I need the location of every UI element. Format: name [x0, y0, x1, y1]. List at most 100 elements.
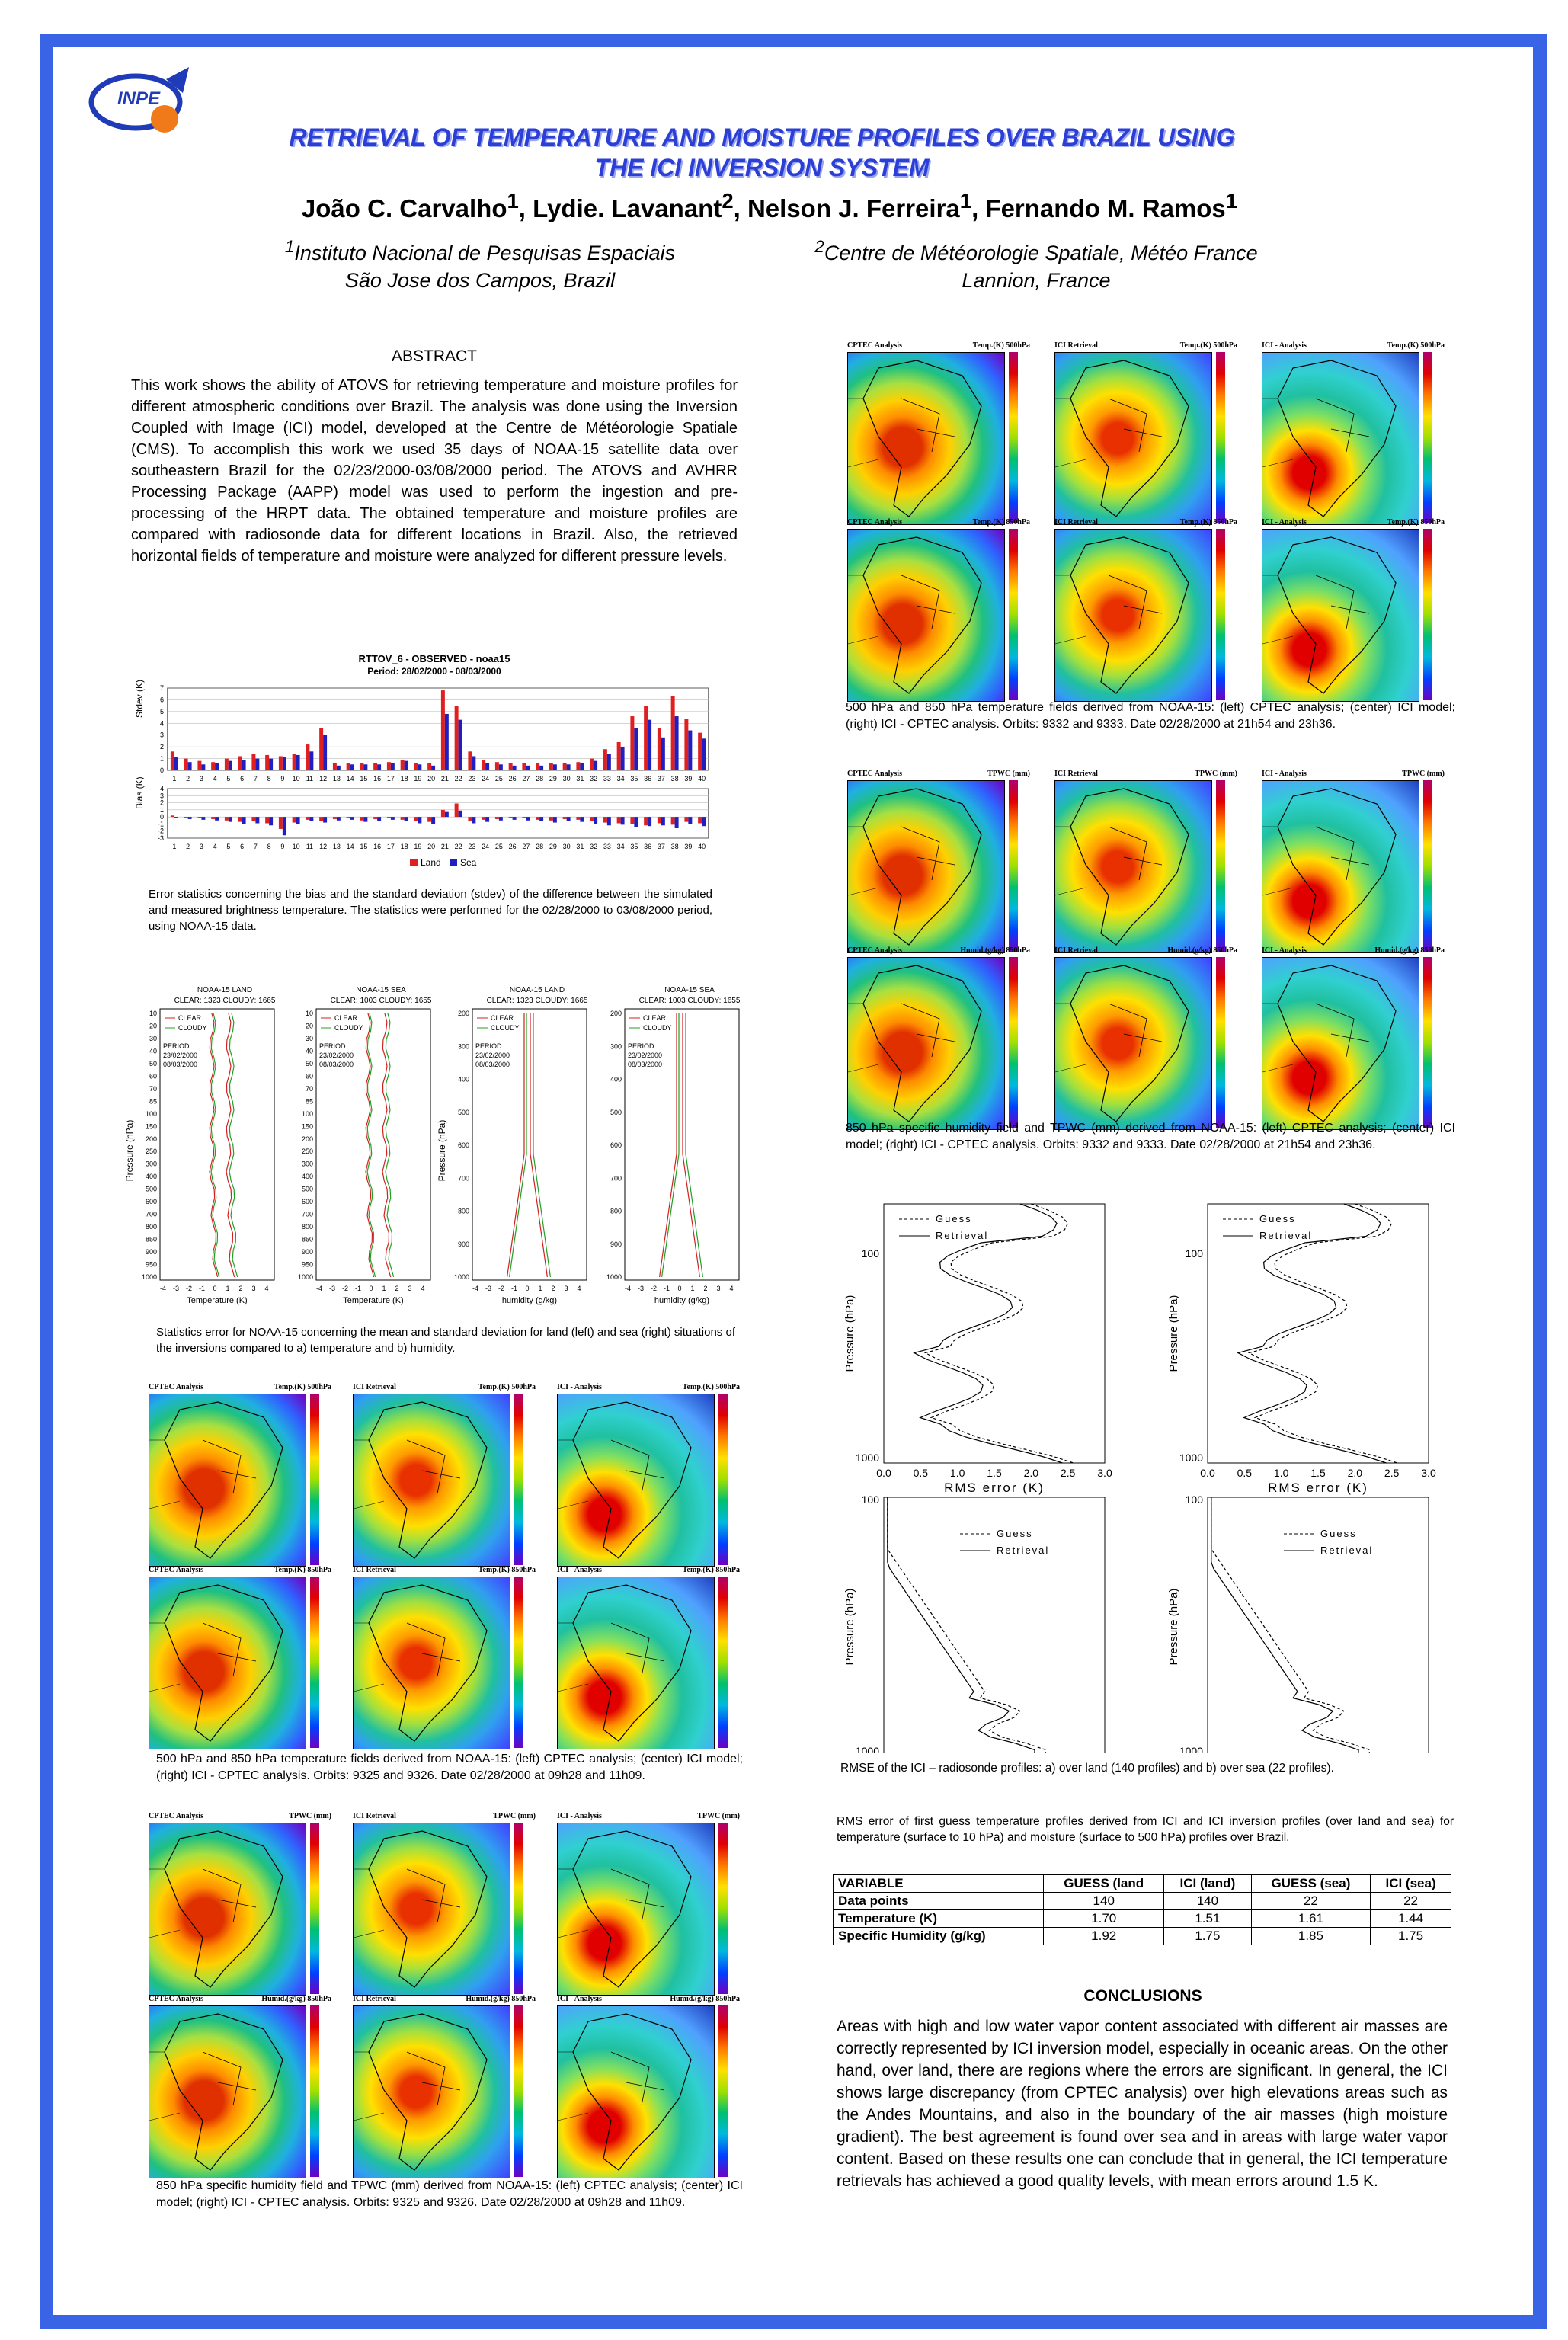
ytick-label: 3: [160, 731, 164, 739]
maps-right-hum-caption: 850 hPa specific humidity field and TPWC…: [846, 1122, 1455, 1151]
bar-land: [170, 751, 174, 770]
results-table: VARIABLE GUESS (land ICI (land) GUESS (sea)…: [832, 1874, 1451, 1945]
ytick-label: 300: [610, 1042, 622, 1050]
profile-xlabel: Temperature (K): [187, 1296, 247, 1305]
map-image: [1262, 529, 1419, 702]
bar-sea: [444, 811, 449, 818]
bar-land: [657, 817, 661, 824]
ytick-label: 50: [306, 1060, 313, 1068]
bar-sea: [296, 817, 300, 824]
map-4: CPTEC Analysis Temp.(K) 850hPa: [847, 518, 1030, 702]
bar-land: [670, 817, 675, 825]
period-label: 08/03/2000: [319, 1061, 354, 1068]
map-5: ICI Retrieval Temp.(K) 850hPa: [1054, 518, 1237, 702]
profile-curve: [210, 1013, 220, 1278]
ytick-label: 600: [302, 1198, 313, 1205]
ytick-label: 400: [458, 1076, 469, 1084]
bar-land: [576, 762, 581, 770]
map-title: ICI Retrieval Temp.(K) 850hPa: [1054, 518, 1237, 527]
map-title-source: ICI Retrieval: [353, 1383, 396, 1391]
bar-land: [508, 763, 513, 770]
ytick-label: 900: [302, 1248, 313, 1256]
bar-land: [265, 754, 270, 770]
xtick-label: 7: [254, 843, 258, 850]
xtick-label: 2.0: [1024, 1467, 1039, 1479]
map-3: ICI - Analysis Temp.(K) 500hPa: [557, 1383, 740, 1567]
profile-curve: [682, 1013, 700, 1278]
rmse-frame: [1207, 1497, 1429, 1757]
bar-land: [482, 760, 486, 770]
map-colorbar: [718, 1577, 728, 1748]
bar-sea: [336, 817, 341, 821]
map-image: [557, 1577, 715, 1749]
ytick-label: 500: [458, 1109, 469, 1116]
bar-land: [603, 749, 607, 770]
profile-curve: [229, 1013, 238, 1278]
table-cell: 1.44: [1370, 1909, 1451, 1928]
ytick-label: 150: [146, 1122, 157, 1130]
maps-left-temp: CPTEC Analysis Temp.(K) 500hPa ICI Retriev…: [149, 1383, 743, 1749]
xtick-label: 35: [630, 775, 638, 783]
xtick-label: 5: [226, 843, 230, 850]
map-title-field: Humid.(g/kg) 850hPa: [261, 1995, 331, 2003]
ytick-label: 300: [458, 1042, 469, 1050]
ytick-label: 0: [160, 813, 164, 821]
map-title-field: Humid.(g/kg) 850hPa: [466, 1995, 536, 2003]
xtick-label: -4: [625, 1285, 631, 1292]
bar-sea: [552, 764, 557, 770]
bar-sea: [634, 817, 638, 827]
bar-sea: [552, 817, 557, 823]
xtick-label: 34: [617, 775, 625, 783]
map-title-field: TPWC (mm): [987, 770, 1030, 778]
xtick-label: 20: [427, 843, 435, 850]
bar-sea: [418, 817, 422, 824]
ytick-label: 1000: [1179, 1745, 1203, 1753]
map-title-source: ICI - Analysis: [557, 1383, 602, 1391]
period-label: 23/02/2000: [163, 1052, 197, 1059]
profile-curve: [507, 1013, 525, 1278]
map-image: [353, 1394, 510, 1567]
maps-left-hum: CPTEC Analysis TPWC (mm) ICI Retrieval TPWC…: [149, 1812, 743, 2178]
xtick-label: -1: [199, 1285, 205, 1292]
ytick-label: 850: [146, 1236, 157, 1244]
ytick-label: 0: [160, 767, 164, 774]
retrieval-curve: [913, 1203, 1063, 1464]
xtick-label: 26: [509, 843, 517, 850]
bar-sea: [350, 817, 354, 820]
rttov-chart: RTTOV_6 - OBSERVED - noaa15 Period: 28/0…: [130, 651, 739, 880]
legend-retrieval: Retrieval: [936, 1230, 988, 1241]
results-table-header: VARIABLE GUESS (land ICI (land) GUESS (sea)…: [832, 1874, 1451, 1893]
bar-land: [414, 763, 418, 770]
table-cell: 140: [1163, 1892, 1252, 1910]
ytick-label: 1000: [454, 1273, 469, 1281]
ytick-label: 30: [149, 1035, 157, 1042]
profile-frame: [624, 1008, 740, 1281]
xtick-label: 1: [172, 843, 176, 850]
bar-land: [278, 756, 283, 770]
author-4: Fernando M. Ramos: [985, 194, 1226, 222]
legend-clear: CLEAR: [491, 1014, 514, 1022]
map-title: ICI Retrieval Temp.(K) 850hPa: [353, 1566, 536, 1574]
map-colorbar: [1423, 529, 1432, 700]
map-colorbar: [310, 1823, 319, 1994]
bar-sea: [431, 817, 436, 824]
map-title: ICI - Analysis Temp.(K) 500hPa: [1262, 341, 1445, 350]
xtick-label: 0.5: [1237, 1467, 1253, 1479]
xtick-label: 27: [522, 775, 530, 783]
xtick-label: 33: [603, 843, 611, 850]
map-1: CPTEC Analysis TPWC (mm): [847, 770, 1030, 953]
xtick-label: 3: [200, 843, 203, 850]
bar-sea: [485, 817, 490, 822]
rttov-ylabel-top: Stdev (K): [134, 680, 145, 718]
map-title-source: CPTEC Analysis: [847, 341, 902, 350]
bar-sea: [472, 756, 476, 770]
map-2: ICI Retrieval TPWC (mm): [353, 1812, 536, 1996]
profile-curve: [533, 1013, 551, 1278]
xtick-label: 10: [293, 775, 300, 783]
bar-land: [306, 817, 310, 820]
affil1-line2: São Jose dos Campos, Brazil: [344, 269, 616, 292]
bar-sea: [566, 817, 571, 821]
legend-retrieval: Retrieval: [1259, 1230, 1312, 1241]
bar-sea: [242, 817, 246, 824]
rmse-xlabel: RMS error (K): [1268, 1481, 1368, 1495]
